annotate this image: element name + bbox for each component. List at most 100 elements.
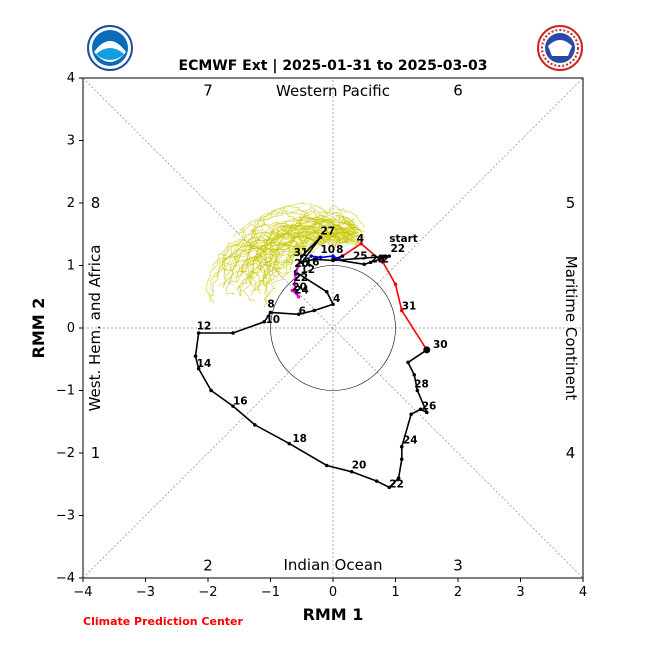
ensemble-track xyxy=(232,202,365,237)
point-label: 20 xyxy=(292,282,307,294)
series-point xyxy=(312,308,317,313)
point-label: start xyxy=(389,233,418,245)
series-point xyxy=(209,388,213,393)
nws-logo xyxy=(537,25,583,71)
point-label: 2 xyxy=(382,253,389,265)
ensemble-track xyxy=(256,222,351,262)
ensemble-track xyxy=(223,212,350,274)
series-layer xyxy=(193,235,431,490)
series-point xyxy=(318,255,323,260)
point-label: 14 xyxy=(197,358,212,370)
series-point xyxy=(296,294,301,299)
point-label: 16 xyxy=(305,257,320,269)
series-point xyxy=(337,257,342,262)
series-point xyxy=(418,407,423,412)
region-label-top: Western Pacific xyxy=(276,82,390,100)
x-tick-label: 3 xyxy=(516,585,524,600)
x-tick-label: −2 xyxy=(198,585,217,600)
ensemble-track xyxy=(243,233,354,252)
series-point xyxy=(196,331,201,335)
point-label: 6 xyxy=(299,305,306,317)
x-tick-label: −3 xyxy=(136,585,155,600)
series-point xyxy=(292,282,297,287)
series-point xyxy=(268,310,273,315)
series-point xyxy=(324,463,329,468)
point-label: 28 xyxy=(414,378,429,390)
series-point xyxy=(396,476,401,480)
point-label: 24 xyxy=(294,285,309,297)
ensemble-track xyxy=(268,233,364,294)
series-point xyxy=(406,360,410,365)
series-point xyxy=(393,282,398,287)
point-label: 26 xyxy=(422,400,437,412)
point-label: 12 xyxy=(301,264,316,276)
ensemble-track xyxy=(262,238,355,303)
series-point xyxy=(412,373,417,377)
ensemble-track xyxy=(209,205,356,303)
x-tick-label: 4 xyxy=(579,585,587,600)
ensemble-track xyxy=(205,216,362,303)
x-tick-label: 0 xyxy=(329,585,337,600)
series-point xyxy=(231,404,235,408)
series-point xyxy=(193,354,198,358)
ensemble-layer xyxy=(205,202,365,308)
y-tick-label: 2 xyxy=(67,196,75,211)
series-line xyxy=(310,255,340,261)
end-marker xyxy=(423,346,431,354)
ensemble-track xyxy=(263,228,346,288)
ensemble-track xyxy=(240,227,346,291)
series-point xyxy=(299,260,304,265)
series-point xyxy=(424,410,429,415)
series-point xyxy=(378,257,382,262)
point-label: 18 xyxy=(292,433,307,445)
phase-label: 1 xyxy=(91,444,101,462)
series-point xyxy=(381,260,385,265)
series-point xyxy=(293,288,298,293)
region-label-bottom: Indian Ocean xyxy=(283,556,382,574)
x-tick-label: 1 xyxy=(391,585,399,600)
series-point xyxy=(387,254,392,258)
ensemble-track xyxy=(222,225,355,289)
x-tick-label: −4 xyxy=(73,585,92,600)
series-point xyxy=(374,479,379,483)
unit-circle xyxy=(270,265,396,391)
point-label: 20 xyxy=(294,258,309,270)
series-point xyxy=(399,457,404,462)
series-point xyxy=(399,444,404,449)
series-point xyxy=(359,241,363,246)
series-point xyxy=(296,312,301,317)
point-label: 22 xyxy=(294,272,309,284)
series-point xyxy=(324,289,329,294)
series-point xyxy=(309,254,313,258)
phase-label: 7 xyxy=(203,82,213,100)
x-axis-label: RMM 1 xyxy=(303,605,364,624)
phase-label: 4 xyxy=(566,444,576,462)
noaa-logo xyxy=(87,25,133,71)
series-point xyxy=(399,308,404,313)
phase-label: 2 xyxy=(203,557,213,575)
region-label-right: Maritime Continent xyxy=(562,256,580,401)
series-point xyxy=(290,288,295,293)
chart-title: ECMWF Ext | 2025-01-31 to 2025-03-03 xyxy=(179,58,488,74)
series-point xyxy=(362,262,367,267)
series-point xyxy=(349,469,354,474)
series-line xyxy=(341,242,428,351)
ensemble-track xyxy=(252,206,359,238)
series-point xyxy=(299,254,304,258)
y-tick-label: −4 xyxy=(56,571,75,586)
series-point xyxy=(409,412,413,417)
series-point xyxy=(340,254,345,258)
region-label-left: West. Hem. and Africa xyxy=(86,245,104,412)
phase-label: 6 xyxy=(453,82,463,100)
point-label: 31 xyxy=(294,247,309,259)
series-point xyxy=(331,302,335,307)
ensemble-track xyxy=(233,218,354,278)
y-tick-label: 3 xyxy=(67,134,75,149)
series-point xyxy=(318,235,323,240)
y-tick-label: −2 xyxy=(56,446,75,461)
y-tick-label: −1 xyxy=(56,384,75,399)
series-point xyxy=(196,366,201,371)
